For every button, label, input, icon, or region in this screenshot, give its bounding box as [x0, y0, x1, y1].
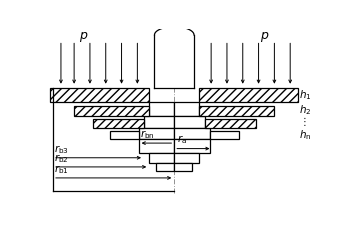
Bar — [199, 88, 298, 102]
Text: $\vdots$: $\vdots$ — [300, 115, 307, 128]
Bar — [174, 102, 199, 116]
Text: $h_2$: $h_2$ — [300, 104, 312, 118]
Bar — [50, 88, 149, 102]
Text: $p$: $p$ — [260, 30, 270, 44]
Bar — [205, 119, 256, 128]
Bar — [210, 131, 239, 139]
Bar — [174, 128, 210, 139]
Text: $p$: $p$ — [79, 30, 88, 44]
Text: $r_{\mathrm{a}}$: $r_{\mathrm{a}}$ — [177, 134, 187, 146]
Text: $r_{\mathrm{b2}}$: $r_{\mathrm{b2}}$ — [54, 152, 69, 165]
Bar — [144, 116, 174, 128]
Bar — [110, 131, 139, 139]
Text: $h_1$: $h_1$ — [300, 88, 312, 102]
Bar — [199, 88, 298, 102]
Text: $h_\mathrm{n}$: $h_\mathrm{n}$ — [300, 128, 312, 142]
Bar — [50, 88, 149, 102]
Bar — [139, 139, 174, 153]
Bar — [139, 128, 174, 139]
Bar — [149, 153, 174, 163]
Text: $r_{\mathrm{bn}}$: $r_{\mathrm{bn}}$ — [140, 128, 155, 141]
Bar — [74, 105, 149, 116]
Bar — [199, 105, 274, 116]
Bar — [154, 34, 194, 88]
Bar — [199, 105, 274, 116]
Bar — [92, 119, 144, 128]
Text: $r_{\mathrm{b1}}$: $r_{\mathrm{b1}}$ — [54, 163, 69, 176]
Bar — [149, 102, 174, 116]
Text: $r_{\mathrm{b3}}$: $r_{\mathrm{b3}}$ — [54, 143, 69, 156]
Bar — [205, 119, 256, 128]
Bar — [174, 153, 199, 163]
Bar — [74, 105, 149, 116]
Bar — [174, 116, 205, 128]
Bar — [92, 119, 144, 128]
Bar — [156, 163, 174, 171]
Bar — [174, 163, 192, 171]
Bar — [174, 139, 210, 153]
